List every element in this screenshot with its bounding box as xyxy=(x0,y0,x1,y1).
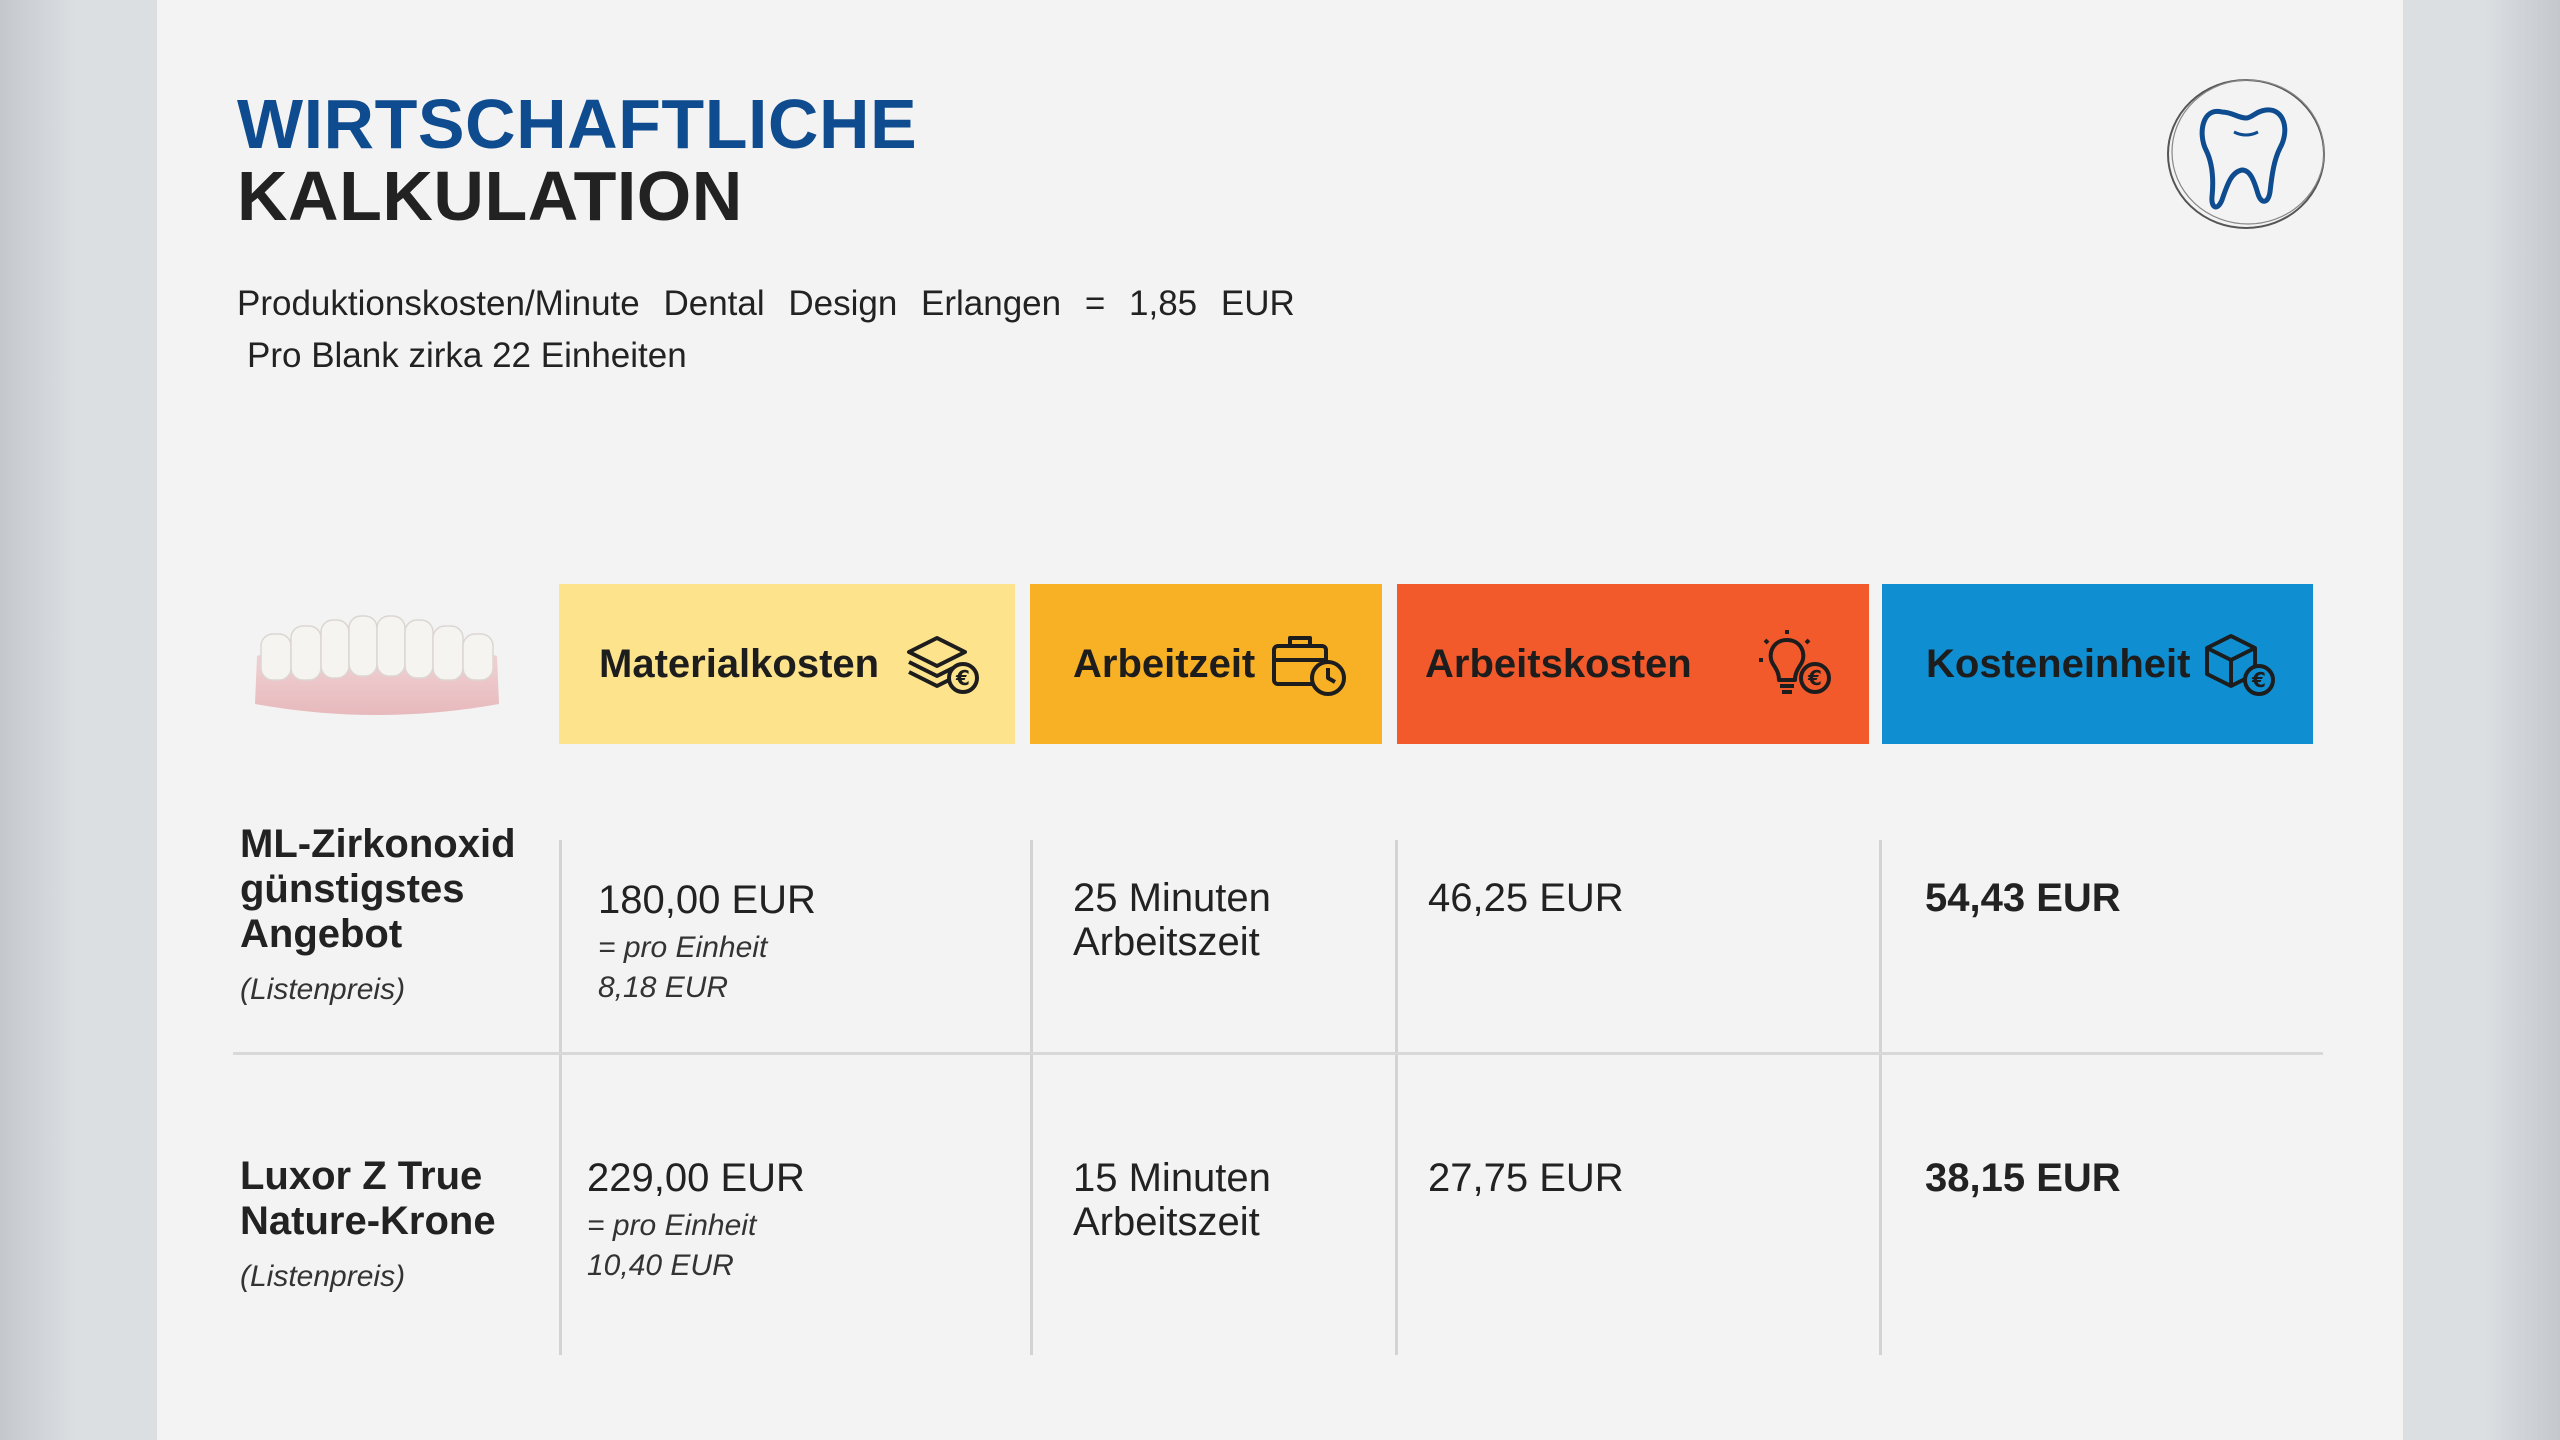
header-materialkosten: Materialkosten € xyxy=(559,584,1015,744)
briefcase-clock-icon xyxy=(1272,636,1346,696)
material-cost-cell: 180,00 EUR = pro Einheit 8,18 EUR xyxy=(598,878,816,1008)
work-time-cell: 25 Minuten Arbeitszeit xyxy=(1073,876,1271,964)
work-time-label: Arbeitszeit xyxy=(1073,1200,1260,1244)
labor-cost: 27,75 EUR xyxy=(1428,1156,1624,1200)
material-cost: 229,00 EUR xyxy=(587,1156,805,1200)
subtitle: Produktionskosten/Minute Dental Design E… xyxy=(237,278,1295,382)
production-cost-line: Produktionskosten/Minute Dental Design E… xyxy=(237,284,1295,323)
box-euro-icon: € xyxy=(2205,634,2275,696)
work-time: 25 Minuten xyxy=(1073,876,1271,920)
per-unit-label: = pro Einheit xyxy=(587,1209,757,1242)
page-title: WIRTSCHAFTLICHE KALKULATION xyxy=(237,88,917,232)
column-divider xyxy=(1030,840,1033,1355)
header-kosteneinheit: Kosteneinheit € xyxy=(1882,584,2313,744)
blank-units-line: Pro Blank zirka 22 Einheiten xyxy=(247,336,687,375)
work-time: 15 Minuten xyxy=(1073,1156,1271,1200)
per-unit-label: = pro Einheit xyxy=(598,931,768,964)
product-line: günstigstes xyxy=(240,867,465,911)
product-line: Nature-Krone xyxy=(240,1199,496,1243)
denture-image xyxy=(255,615,499,715)
list-price-note: (Listenpreis) xyxy=(240,973,406,1006)
header-label: Arbeitzeit xyxy=(1073,641,1256,686)
column-divider xyxy=(1879,840,1882,1355)
product-name: Luxor Z True Nature-Krone (Listenpreis) xyxy=(240,1154,496,1299)
product-line: Angebot xyxy=(240,912,403,956)
product-line: ML-Zirkonoxid xyxy=(240,822,516,866)
header-label: Materialkosten xyxy=(599,641,880,686)
product-line: Luxor Z True xyxy=(240,1154,483,1198)
title-line-1: WIRTSCHAFTLICHE xyxy=(237,85,918,163)
header-arbeitskosten: Arbeitskosten € xyxy=(1397,584,1869,744)
svg-text:€: € xyxy=(1807,666,1822,690)
unit-cost: 54,43 EUR xyxy=(1925,876,2121,920)
labor-cost: 46,25 EUR xyxy=(1428,876,1624,920)
per-unit-value: 10,40 EUR xyxy=(587,1249,734,1282)
column-divider xyxy=(559,840,562,1355)
row-divider xyxy=(233,1052,2323,1055)
list-price-note: (Listenpreis) xyxy=(240,1260,406,1293)
header-arbeitzeit: Arbeitzeit xyxy=(1030,584,1382,744)
material-cost-cell: 229,00 EUR = pro Einheit 10,40 EUR xyxy=(587,1156,805,1286)
unit-cost: 38,15 EUR xyxy=(1925,1156,2121,1200)
tooth-logo-icon xyxy=(2167,79,2325,229)
header-label: Arbeitskosten xyxy=(1425,641,1692,686)
material-cost: 180,00 EUR xyxy=(598,878,816,922)
header-label: Kosteneinheit xyxy=(1926,641,2191,686)
work-time-label: Arbeitszeit xyxy=(1073,920,1260,964)
work-time-cell: 15 Minuten Arbeitszeit xyxy=(1073,1156,1271,1244)
layers-euro-icon: € xyxy=(907,636,979,694)
product-name: ML-Zirkonoxid günstigstes Angebot (Liste… xyxy=(240,822,516,1012)
svg-text:€: € xyxy=(2251,668,2266,692)
title-line-2: KALKULATION xyxy=(237,157,743,235)
svg-text:€: € xyxy=(955,666,970,690)
column-divider xyxy=(1395,840,1398,1355)
lightbulb-euro-icon: € xyxy=(1759,630,1831,694)
per-unit-value: 8,18 EUR xyxy=(598,971,729,1004)
slide: WIRTSCHAFTLICHE KALKULATION Produktionsk… xyxy=(157,0,2403,1440)
